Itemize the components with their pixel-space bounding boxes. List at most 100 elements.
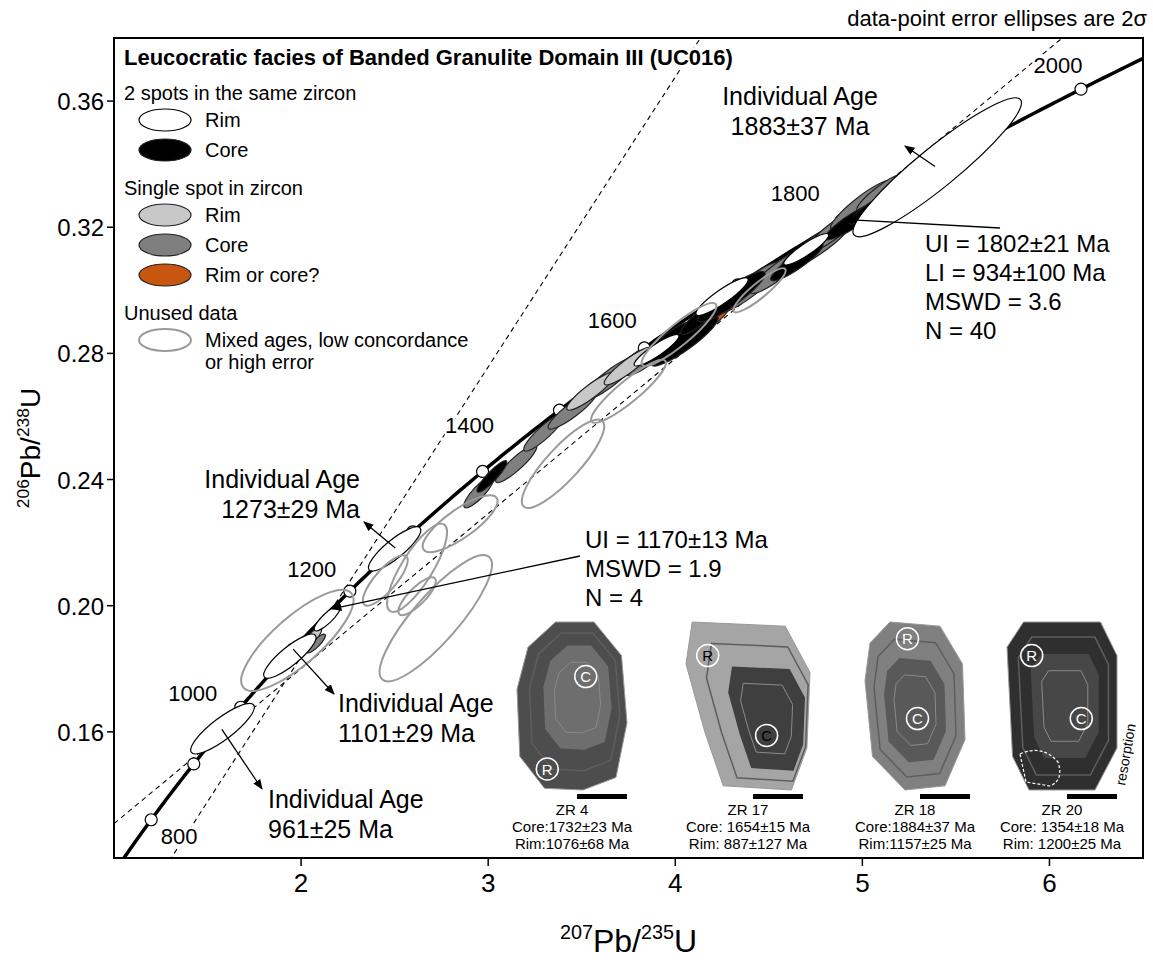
spot-label: C xyxy=(580,668,591,685)
zircon-image: CRresorptionZR 20Core: 1354±18 MaRim: 12… xyxy=(1000,622,1139,852)
chart: 234560.160.200.240.280.320.36207Pb/235U2… xyxy=(0,0,1153,971)
zircon-caption: ZR 4 xyxy=(556,801,589,818)
legend-label: Rim xyxy=(205,204,241,226)
annotation-text: Individual Age xyxy=(268,785,424,813)
annotation-text: MSWD = 3.6 xyxy=(925,288,1062,315)
y-tick xyxy=(107,100,114,102)
analysis-spot xyxy=(756,724,778,746)
concordia-age-label: 800 xyxy=(161,824,198,849)
zircon-image: CRZR 17Core: 1654±15 MaRim: 887±127 Ma xyxy=(686,622,811,852)
annotation-text: MSWD = 1.9 xyxy=(585,555,722,582)
series-ellipses xyxy=(474,189,897,496)
analysis-spot xyxy=(1021,645,1043,667)
analysis-spot xyxy=(536,758,558,780)
scale-bar xyxy=(753,794,803,799)
text-part: 238 xyxy=(13,408,33,437)
zircon-caption: Rim: 887±127 Ma xyxy=(689,835,808,852)
annotation-text: N = 4 xyxy=(585,584,643,611)
zircon-caption: Core:1884±37 Ma xyxy=(855,818,976,835)
x-tick xyxy=(675,858,677,866)
concordia-age-label: 1600 xyxy=(588,308,637,333)
annotation-text: 1273±29 Ma xyxy=(221,495,360,523)
scale-bar xyxy=(1067,794,1117,799)
zircon-grain xyxy=(517,622,627,790)
error-ellipse xyxy=(585,352,672,429)
annotation-arrow xyxy=(364,522,395,548)
error-ellipse xyxy=(363,521,426,577)
spot-label: R xyxy=(1026,647,1037,664)
y-tick xyxy=(107,605,114,607)
zircon-zone xyxy=(728,667,805,771)
annotation-text: Individual Age xyxy=(722,82,878,110)
series-ellipses xyxy=(304,169,909,655)
y-tick-label: 0.24 xyxy=(57,467,104,494)
legend-group-title: Single spot in zircon xyxy=(124,177,303,199)
text-part: U xyxy=(15,388,46,408)
legend-label: Core xyxy=(205,139,248,161)
annotation-text: 1883±37 Ma xyxy=(731,112,870,140)
error-ellipse xyxy=(693,265,770,328)
annotation-arrow xyxy=(293,649,334,694)
legend-label: Core xyxy=(205,234,248,256)
concordia-age-marker xyxy=(188,758,200,770)
legend-label-line: Rim xyxy=(205,109,241,131)
text-part: Pb/ xyxy=(15,437,46,479)
zircon-image: CRZR 18Core:1884±37 MaRim:1157±25 Ma xyxy=(855,622,976,852)
plot-frame xyxy=(114,38,1143,858)
concordia-age-label: 1800 xyxy=(771,181,820,206)
zircon-grain xyxy=(865,622,965,790)
legend-key xyxy=(139,234,191,256)
zircon-zone xyxy=(884,658,946,762)
y-tick-label: 0.36 xyxy=(57,88,104,115)
spot-label: R xyxy=(702,647,713,664)
scale-bar xyxy=(577,794,627,799)
zircon-caption: Rim:1157±25 Ma xyxy=(858,835,972,852)
legend-label-line: Core xyxy=(205,234,248,256)
feature-label: resorption xyxy=(1112,722,1139,786)
zircon-grain xyxy=(1007,622,1117,790)
zircon-zoning xyxy=(1042,671,1088,742)
x-tick xyxy=(487,858,489,866)
x-tick xyxy=(300,858,302,866)
spot-label: R xyxy=(542,761,553,778)
y-axis-title: 206Pb/238U xyxy=(13,388,46,508)
x-tick-label: 5 xyxy=(855,868,869,898)
zircon-zoning xyxy=(874,639,956,777)
concordia-curve xyxy=(114,38,1143,858)
analysis-spot xyxy=(1070,708,1092,730)
scale-bar xyxy=(920,794,970,799)
zircon-caption: Rim:1076±68 Ma xyxy=(515,835,630,852)
zircon-caption: Core: 1654±15 Ma xyxy=(686,818,811,835)
zircon-zone xyxy=(1031,654,1099,758)
x-tick xyxy=(862,858,864,866)
zircon-grain xyxy=(686,622,810,790)
note: data-point error ellipses are 2σ xyxy=(847,6,1147,31)
chart-title: Leucocratic facies of Banded Granulite D… xyxy=(124,45,733,70)
legend-key xyxy=(139,109,191,131)
y-tick-label: 0.32 xyxy=(57,214,104,241)
concordia-age-label: 1000 xyxy=(168,681,217,706)
zircon-zoning xyxy=(741,683,793,754)
zircon-zoning xyxy=(894,675,936,746)
legend-group-title: 2 spots in the same zircon xyxy=(124,82,356,104)
analysis-spot xyxy=(697,645,719,667)
annotation-arrow xyxy=(332,556,580,609)
error-ellipse xyxy=(228,575,367,705)
spot-label: C xyxy=(912,710,923,727)
error-ellipse xyxy=(781,230,832,270)
zircon-zoning xyxy=(530,633,620,771)
zircon-zoning xyxy=(707,643,809,781)
error-ellipse xyxy=(729,263,790,317)
y-tick xyxy=(107,353,114,355)
concordia-age-marker xyxy=(1075,83,1087,95)
zircon-zoning xyxy=(554,662,600,733)
annotation-text: LI = 934±100 Ma xyxy=(925,259,1106,286)
annotation-arrow xyxy=(222,729,262,789)
legend-label: Mixed ages, low concordanceor high error xyxy=(205,329,468,373)
y-tick-label: 0.20 xyxy=(57,593,104,620)
discordia-line xyxy=(114,38,1143,858)
error-ellipse xyxy=(474,458,510,495)
error-ellipse xyxy=(365,542,506,695)
y-tick xyxy=(107,479,114,481)
x-tick-label: 4 xyxy=(668,868,682,898)
